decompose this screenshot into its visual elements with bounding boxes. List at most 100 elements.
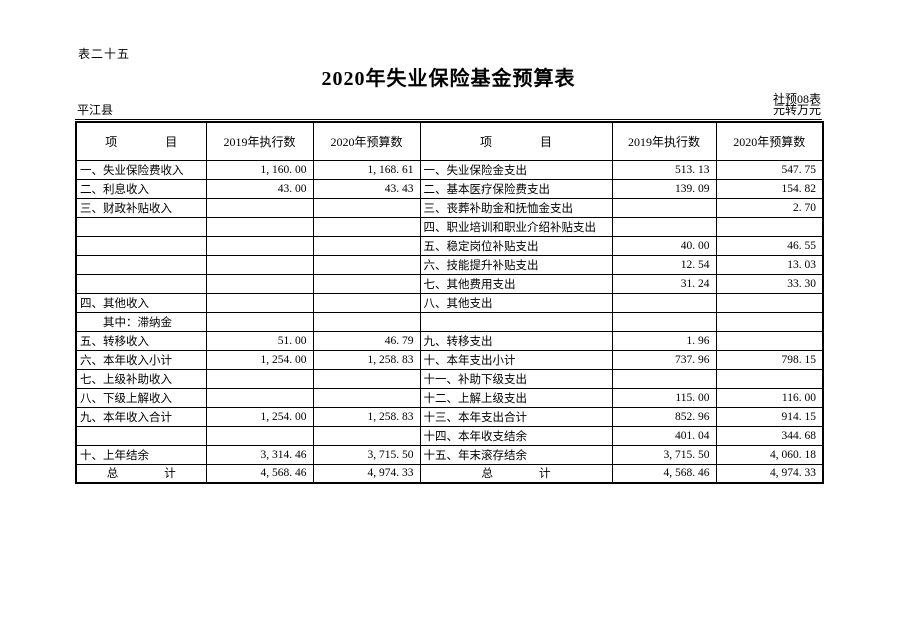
budget-2020-cell-right: 46. 55 (715, 235, 824, 256)
exec-2019-cell-right (611, 292, 717, 313)
exec-2019-cell-right: 31. 24 (611, 273, 717, 294)
budget-table-body: 一、失业保险费收入 1, 160. 00 1, 168. 61 一、失业保险金支出 51… (75, 159, 824, 484)
exec-2019-cell-right: 3, 715. 50 (611, 444, 717, 465)
header-exec-2019-left: 2019年执行数 (205, 121, 314, 161)
table-row: 七、其他费用支出 31. 24 33. 30 (75, 273, 824, 294)
budget-2020-cell-right (715, 292, 824, 313)
budget-2020-cell-right (715, 330, 824, 351)
item-cell-left: 四、其他收入 (75, 292, 207, 313)
exec-2019-cell-left (205, 425, 314, 446)
item-cell-right: 八、其他支出 (419, 292, 613, 313)
table-row: 十、上年结余 3, 314. 46 3, 715. 50 十五、年末滚存结余 3, 71… (75, 444, 824, 465)
budget-2020-cell-right (715, 216, 824, 237)
item-cell-right: 九、转移支出 (419, 330, 613, 351)
exec-2019-cell-left: 43. 00 (205, 178, 314, 199)
header-item-right: 项 目 (419, 121, 613, 161)
budget-2020-cell-left: 4, 974. 33 (312, 463, 421, 484)
item-cell-left: 八、下级上解收入 (75, 387, 207, 408)
exec-2019-cell-right (611, 197, 717, 218)
table-row: 七、上级补助收入 十一、补助下级支出 (75, 368, 824, 389)
page-title: 2020年失业保险基金预算表 (321, 68, 576, 90)
budget-2020-cell-right: 33. 30 (715, 273, 824, 294)
budget-2020-cell-left (312, 292, 421, 313)
item-cell-left: 五、转移收入 (75, 330, 207, 351)
exec-2019-cell-right: 737. 96 (611, 349, 717, 370)
item-cell-right: 二、基本医疗保险费支出 (419, 178, 613, 199)
region-label: 平江县 (77, 103, 114, 117)
exec-2019-cell-right: 12. 54 (611, 254, 717, 275)
table-row: 九、本年收入合计 1, 254. 00 1, 258. 83 十三、本年支出合计 852… (75, 406, 824, 427)
item-cell-left: 三、财政补贴收入 (75, 197, 207, 218)
table-row: 四、职业培训和职业介绍补贴支出 (75, 216, 824, 237)
budget-2020-cell-right: 2. 70 (715, 197, 824, 218)
exec-2019-cell-right: 139. 09 (611, 178, 717, 199)
table-row: 三、财政补贴收入 三、丧葬补助金和抚恤金支出 2. 70 (75, 197, 824, 218)
budget-2020-cell-left: 1, 168. 61 (312, 159, 421, 180)
item-cell-left (75, 425, 207, 446)
item-cell-right: 十、本年支出小计 (419, 349, 613, 370)
exec-2019-cell-left: 1, 254. 00 (205, 349, 314, 370)
budget-2020-cell-left (312, 197, 421, 218)
item-cell-right: 五、稳定岗位补贴支出 (419, 235, 613, 256)
exec-2019-cell-left (205, 273, 314, 294)
budget-2020-cell-right: 154. 82 (715, 178, 824, 199)
table-row: 六、本年收入小计 1, 254. 00 1, 258. 83 十、本年支出小计 737.… (75, 349, 824, 370)
budget-2020-cell-left (312, 368, 421, 389)
exec-2019-cell-left (205, 311, 314, 332)
table-row: 八、下级上解收入 十二、上解上级支出 115. 00 116. 00 (75, 387, 824, 408)
budget-2020-cell-right (715, 311, 824, 332)
table-row: 总 计 4, 568. 46 4, 974. 33 总 计 4, 568. 46 4, 9… (75, 463, 824, 484)
exec-2019-cell-right: 40. 00 (611, 235, 717, 256)
item-cell-right: 六、技能提升补贴支出 (419, 254, 613, 275)
item-cell-right: 十四、本年收支结余 (419, 425, 613, 446)
exec-2019-cell-right: 852. 96 (611, 406, 717, 427)
budget-2020-cell-left (312, 216, 421, 237)
budget-2020-cell-right: 4, 974. 33 (715, 463, 824, 484)
budget-2020-cell-right: 547. 75 (715, 159, 824, 180)
header-exec-2019-right: 2019年执行数 (611, 121, 717, 161)
budget-2020-cell-right: 344. 68 (715, 425, 824, 446)
budget-2020-cell-left (312, 311, 421, 332)
table-row: 一、失业保险费收入 1, 160. 00 1, 168. 61 一、失业保险金支出 51… (75, 159, 824, 180)
item-cell-left (75, 235, 207, 256)
item-cell-left (75, 273, 207, 294)
budget-2020-cell-right: 116. 00 (715, 387, 824, 408)
header-row: 项 目 2019年执行数 2020年预算数 项 目 2019年执行数 2020年… (75, 121, 824, 161)
budget-2020-cell-left (312, 235, 421, 256)
table-row: 六、技能提升补贴支出 12. 54 13. 03 (75, 254, 824, 275)
table-row: 二、利息收入 43. 00 43. 43 二、基本医疗保险费支出 139. 09 154.… (75, 178, 824, 199)
form-code: 社预08表 (772, 92, 821, 106)
exec-2019-cell-right: 401. 04 (611, 425, 717, 446)
exec-2019-cell-left: 1, 160. 00 (205, 159, 314, 180)
budget-2020-cell-left: 43. 43 (312, 178, 421, 199)
item-cell-right: 十三、本年支出合计 (419, 406, 613, 427)
budget-2020-cell-left (312, 273, 421, 294)
header-budget-2020-right: 2020年预算数 (715, 121, 824, 161)
item-cell-left: 其中：滞纳金 (75, 311, 207, 332)
item-cell-right: 一、失业保险金支出 (419, 159, 613, 180)
exec-2019-cell-left (205, 197, 314, 218)
table-row: 十四、本年收支结余 401. 04 344. 68 (75, 425, 824, 446)
budget-2020-cell-left (312, 254, 421, 275)
budget-2020-cell-left: 1, 258. 83 (312, 349, 421, 370)
item-cell-left (75, 254, 207, 275)
item-cell-left: 二、利息收入 (75, 178, 207, 199)
item-cell-left: 九、本年收入合计 (75, 406, 207, 427)
table-row: 四、其他收入 八、其他支出 (75, 292, 824, 313)
exec-2019-cell-left (205, 387, 314, 408)
budget-2020-cell-left (312, 387, 421, 408)
table-row: 其中：滞纳金 (75, 311, 824, 332)
header-item-left: 项 目 (75, 121, 207, 161)
item-cell-right (419, 311, 613, 332)
exec-2019-cell-right (611, 216, 717, 237)
exec-2019-cell-right (611, 368, 717, 389)
item-cell-left (75, 216, 207, 237)
budget-table-header: 项 目 2019年执行数 2020年预算数 项 目 2019年执行数 2020年… (75, 121, 824, 161)
exec-2019-cell-left: 51. 00 (205, 330, 314, 351)
item-cell-left: 十、上年结余 (75, 444, 207, 465)
item-cell-left: 七、上级补助收入 (75, 368, 207, 389)
table-number: 表二十五 (78, 47, 131, 61)
item-cell-right: 四、职业培训和职业介绍补贴支出 (419, 216, 613, 237)
budget-table: 项 目 2019年执行数 2020年预算数 项 目 2019年执行数 2020年… (75, 121, 824, 484)
